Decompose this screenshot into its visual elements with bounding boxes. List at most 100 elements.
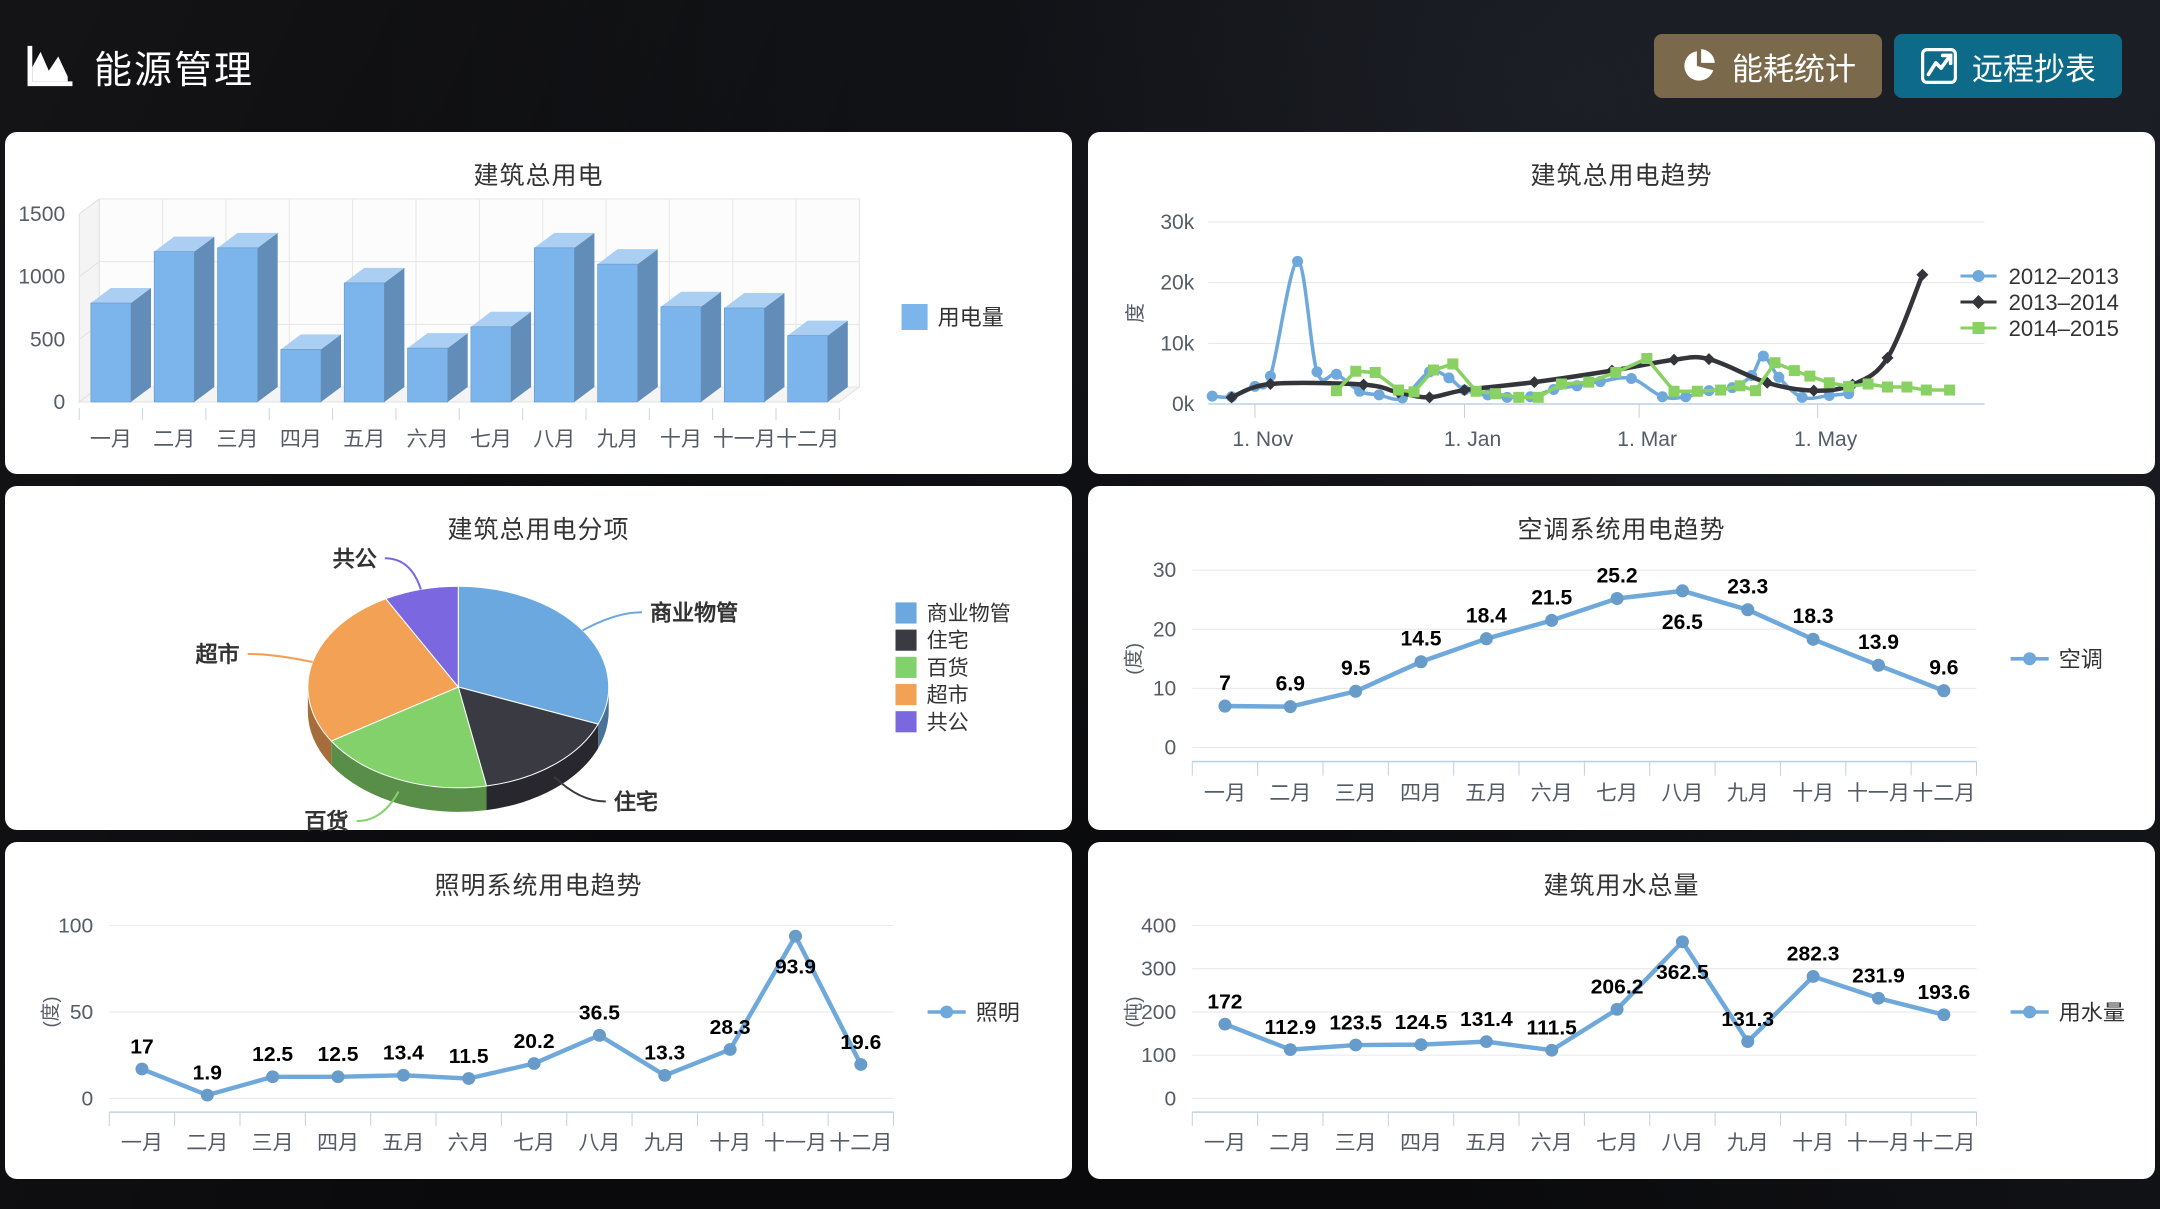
- svg-text:超市: 超市: [927, 683, 969, 707]
- svg-text:9.6: 9.6: [1929, 657, 1958, 680]
- remote-meter-label: 远程抄表: [1972, 51, 2096, 87]
- remote-meter-button[interactable]: 远程抄表: [1894, 34, 2122, 98]
- svg-text:二月: 二月: [1269, 1132, 1311, 1155]
- svg-text:(度): (度): [40, 996, 61, 1027]
- svg-text:二月: 二月: [186, 1132, 228, 1155]
- svg-text:十二月: 十二月: [1912, 781, 1975, 805]
- svg-text:2014–2015: 2014–2015: [2009, 316, 2119, 341]
- svg-text:七月: 七月: [1596, 1132, 1638, 1155]
- svg-text:(度): (度): [1123, 643, 1145, 675]
- svg-text:20.2: 20.2: [514, 1030, 555, 1053]
- svg-text:19.6: 19.6: [840, 1031, 881, 1054]
- legend-item-2013–2014[interactable]: 2013–2014: [1960, 290, 2119, 315]
- legend-item-照明[interactable]: 照明: [927, 1000, 1020, 1025]
- chart-title-power-breakdown: 建筑总用电分项: [447, 516, 630, 544]
- svg-text:200: 200: [1141, 1001, 1176, 1024]
- svg-text:362.5: 362.5: [1656, 961, 1709, 984]
- legend-item-百货[interactable]: 百货: [895, 656, 969, 680]
- svg-text:五月: 五月: [1465, 1132, 1507, 1155]
- svg-text:28.3: 28.3: [710, 1016, 751, 1039]
- svg-text:商业物管: 商业物管: [927, 601, 1011, 625]
- svg-text:1. Jan: 1. Jan: [1444, 428, 1501, 451]
- svg-text:超市: 超市: [196, 642, 240, 667]
- svg-text:10: 10: [1153, 677, 1176, 700]
- svg-text:400: 400: [1141, 915, 1176, 938]
- svg-text:共公: 共公: [333, 546, 377, 571]
- svg-text:231.9: 231.9: [1852, 965, 1905, 988]
- svg-text:18.4: 18.4: [1466, 605, 1507, 628]
- svg-text:0k: 0k: [1172, 393, 1195, 416]
- svg-text:12.5: 12.5: [252, 1043, 293, 1066]
- svg-text:住宅: 住宅: [614, 790, 658, 815]
- svg-text:一月: 一月: [1204, 1132, 1246, 1155]
- legend-item-2012–2013[interactable]: 2012–2013: [1960, 264, 2119, 289]
- svg-text:九月: 九月: [1727, 1132, 1769, 1155]
- page-title: 能源管理: [94, 49, 255, 92]
- energy-stats-label: 能耗统计: [1732, 51, 1856, 87]
- svg-text:九月: 九月: [597, 428, 639, 451]
- panel-building-total-power: 建筑总用电 0 500 1000 1500 一月 二月 三月 四月 五月 六月 七月 八月 九月 十月 十一…: [5, 132, 1072, 474]
- svg-text:206.2: 206.2: [1591, 976, 1644, 999]
- svg-text:50: 50: [70, 1001, 93, 1024]
- svg-text:1. May: 1. May: [1794, 428, 1858, 451]
- svg-text:四月: 四月: [317, 1132, 359, 1155]
- svg-text:五月: 五月: [382, 1132, 424, 1155]
- legend-item-2014–2015[interactable]: 2014–2015: [1960, 316, 2119, 341]
- svg-text:14.5: 14.5: [1401, 628, 1442, 651]
- svg-text:八月: 八月: [578, 1132, 620, 1155]
- svg-text:二月: 二月: [1269, 782, 1311, 805]
- svg-text:照明: 照明: [976, 1000, 1020, 1025]
- svg-text:123.5: 123.5: [1329, 1012, 1382, 1035]
- svg-text:282.3: 282.3: [1787, 943, 1840, 966]
- brand: 能源管理: [24, 39, 254, 94]
- chart-total-power-trend: 0k 10k 20k 30k 度 1. Nov 1. Jan 1. Mar 1. May 2012…: [1090, 192, 2153, 470]
- panel-total-power-trend: 建筑总用电趋势 0k 10k 20k 30k 度 1. Nov 1. Jan 1. Mar 1.…: [1088, 132, 2155, 474]
- legend-item-住宅[interactable]: 住宅: [895, 629, 969, 653]
- svg-text:1. Nov: 1. Nov: [1233, 428, 1294, 451]
- pie-chart-icon: [1680, 47, 1718, 85]
- svg-text:20k: 20k: [1160, 272, 1194, 295]
- svg-text:36.5: 36.5: [579, 1002, 620, 1025]
- svg-text:十月: 十月: [660, 428, 702, 451]
- svg-text:12.5: 12.5: [318, 1043, 359, 1066]
- legend-item-power-usage[interactable]: 用电量: [901, 304, 1004, 330]
- svg-text:0: 0: [53, 391, 65, 414]
- svg-text:13.9: 13.9: [1858, 631, 1899, 654]
- svg-text:百货: 百货: [304, 809, 348, 834]
- svg-text:112.9: 112.9: [1265, 1016, 1317, 1039]
- svg-text:21.5: 21.5: [1531, 586, 1572, 609]
- svg-text:六月: 六月: [1531, 1132, 1573, 1155]
- svg-text:25.2: 25.2: [1597, 564, 1638, 587]
- svg-text:十二月: 十二月: [776, 428, 839, 451]
- area-chart-icon: [24, 41, 76, 91]
- svg-text:共公: 共公: [927, 710, 969, 734]
- legend-item-超市[interactable]: 超市: [895, 683, 969, 707]
- svg-text:四月: 四月: [280, 428, 322, 451]
- chart-title-water-total: 建筑用水总量: [1543, 872, 1700, 900]
- svg-text:100: 100: [58, 915, 93, 938]
- svg-text:九月: 九月: [1727, 781, 1769, 805]
- svg-text:八月: 八月: [533, 428, 575, 451]
- panel-lighting-trend: 照明系统用电趋势 0 50 100 (度) 17 1.9 12.5 12.5 13.4 11.5 2…: [5, 842, 1072, 1179]
- svg-text:9.5: 9.5: [1341, 657, 1371, 680]
- svg-text:18.3: 18.3: [1793, 605, 1834, 628]
- svg-text:一月: 一月: [121, 1132, 163, 1155]
- svg-text:111.5: 111.5: [1527, 1017, 1577, 1040]
- legend-item-共公[interactable]: 共公: [895, 710, 969, 734]
- legend-item-空调[interactable]: 空调: [2010, 647, 2103, 672]
- svg-text:五月: 五月: [343, 428, 385, 451]
- svg-text:用电量: 用电量: [938, 305, 1004, 330]
- legend-item-商业物管[interactable]: 商业物管: [895, 601, 1011, 626]
- svg-text:10k: 10k: [1160, 332, 1194, 355]
- svg-text:用水量: 用水量: [2059, 1000, 2125, 1025]
- svg-text:七月: 七月: [513, 1132, 555, 1155]
- energy-stats-button[interactable]: 能耗统计: [1654, 34, 1882, 98]
- svg-text:二月: 二月: [153, 428, 195, 451]
- svg-text:十二月: 十二月: [829, 1132, 892, 1155]
- svg-text:三月: 三月: [1335, 1132, 1377, 1155]
- legend-item-用水量[interactable]: 用水量: [2010, 1000, 2125, 1025]
- svg-text:7: 7: [1219, 672, 1231, 695]
- svg-text:100: 100: [1141, 1044, 1176, 1067]
- svg-text:十月: 十月: [1792, 1132, 1834, 1155]
- svg-text:(吨): (吨): [1123, 996, 1144, 1027]
